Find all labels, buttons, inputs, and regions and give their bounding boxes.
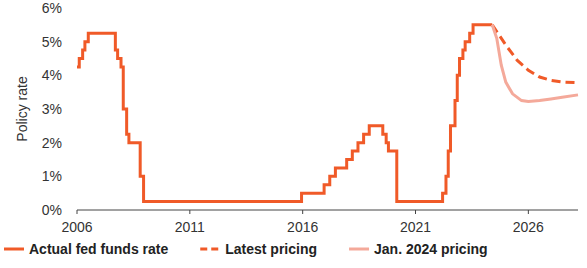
legend-swatch: [4, 248, 24, 251]
legend-swatch: [349, 248, 369, 251]
y-tick: [66, 75, 69, 76]
y-tick-label: 3%: [42, 101, 62, 117]
x-tick-label: 2021: [400, 219, 431, 235]
y-tick: [66, 41, 69, 42]
y-tick-label: 6%: [42, 0, 62, 16]
y-tick: [66, 210, 69, 211]
y-tick: [66, 176, 69, 177]
x-tick-label: 2006: [61, 219, 92, 235]
y-tick-label: 0%: [42, 202, 62, 218]
x-tick: [189, 210, 190, 214]
y-tick-label: 1%: [42, 168, 62, 184]
chart: 0% 1% 2% 3% 4% 5% 6% Policy rate 2006 2011 2016 202…: [0, 0, 587, 268]
y-tick: [66, 8, 69, 9]
y-tick-label: 2%: [42, 135, 62, 151]
series-line: [492, 25, 578, 102]
legend-swatch: [200, 248, 220, 251]
x-tick-label: 2026: [513, 219, 544, 235]
y-tick: [66, 142, 69, 143]
y-tick: [66, 109, 69, 110]
legend-label: Jan. 2024 pricing: [374, 241, 488, 257]
legend-label: Actual fed funds rate: [29, 241, 168, 257]
legend-label: Latest pricing: [225, 241, 317, 257]
x-tick: [77, 210, 78, 214]
x-tick-label: 2011: [175, 219, 205, 235]
x-tick: [415, 210, 416, 214]
x-axis-line: [77, 210, 578, 211]
x-tick: [528, 210, 529, 214]
y-tick-label: 5%: [42, 34, 62, 50]
x-tick: [302, 210, 303, 214]
series-line: [77, 25, 492, 202]
y-axis-label: Policy rate: [14, 76, 30, 142]
y-tick-label: 4%: [42, 67, 62, 83]
x-tick-label: 2016: [287, 219, 318, 235]
